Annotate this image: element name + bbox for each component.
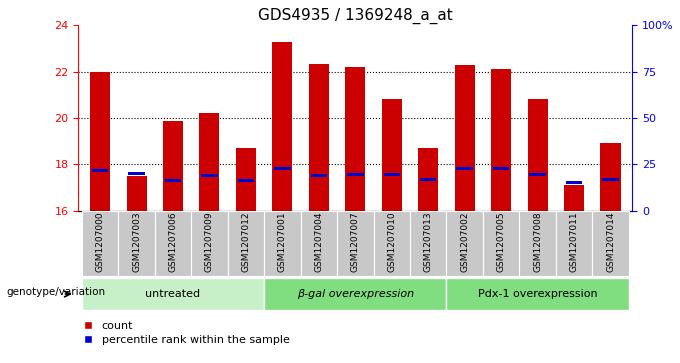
Text: GSM1207014: GSM1207014 [606,212,615,272]
Bar [345,67,365,211]
Text: GSM1207010: GSM1207010 [388,212,396,272]
Text: GSM1207008: GSM1207008 [533,212,542,272]
Bar [264,278,447,310]
Bar [228,211,264,276]
Text: GSM1207011: GSM1207011 [570,212,579,272]
Text: GSM1207012: GSM1207012 [241,212,250,272]
Text: GSM1207007: GSM1207007 [351,212,360,272]
Bar [82,211,118,276]
Text: GSM1207000: GSM1207000 [96,212,105,272]
Bar [592,211,629,276]
Bar [264,211,301,276]
Bar [602,178,619,181]
Text: GSM1207009: GSM1207009 [205,212,214,272]
Text: untreated: untreated [146,289,201,299]
Bar [493,167,509,170]
Text: GSM1207003: GSM1207003 [132,212,141,272]
Bar [311,174,327,178]
Bar [337,211,373,276]
Bar [456,167,473,170]
Bar [165,179,181,182]
Bar [483,211,520,276]
Bar [118,211,155,276]
Bar [82,278,264,310]
Bar [410,211,447,276]
Legend: count, percentile rank within the sample: count, percentile rank within the sample [84,321,290,345]
Text: genotype/variation: genotype/variation [7,287,106,297]
Text: GSM1207002: GSM1207002 [460,212,469,272]
Bar [201,174,218,178]
Bar [347,173,364,176]
Text: GSM1207013: GSM1207013 [424,212,432,272]
Bar [373,211,410,276]
Bar [566,181,582,184]
Bar [420,178,437,181]
Bar [384,173,400,176]
Bar [600,143,621,211]
Bar [381,99,402,211]
Bar [236,148,256,211]
Text: GSM1207004: GSM1207004 [314,212,323,272]
Bar [163,122,183,211]
Bar [90,72,110,211]
Bar [447,211,483,276]
Bar [92,168,108,172]
Bar [126,176,147,211]
Bar [491,69,511,211]
Text: Pdx-1 overexpression: Pdx-1 overexpression [478,289,598,299]
Bar [191,211,228,276]
Bar [273,42,292,211]
Text: GSM1207005: GSM1207005 [496,212,506,272]
Bar [564,185,584,211]
Bar [520,211,556,276]
Text: GSM1207001: GSM1207001 [278,212,287,272]
Bar [455,65,475,211]
Bar [556,211,592,276]
Bar [447,278,629,310]
Text: GSM1207006: GSM1207006 [169,212,177,272]
Bar [528,99,547,211]
Bar [129,172,145,175]
Bar [301,211,337,276]
Bar [238,179,254,182]
Bar [155,211,191,276]
Title: GDS4935 / 1369248_a_at: GDS4935 / 1369248_a_at [258,8,453,24]
Bar [530,173,546,176]
Bar [274,167,290,170]
Bar [309,64,329,211]
Bar [418,148,438,211]
Bar [199,113,220,211]
Text: β-gal overexpression: β-gal overexpression [296,289,414,299]
